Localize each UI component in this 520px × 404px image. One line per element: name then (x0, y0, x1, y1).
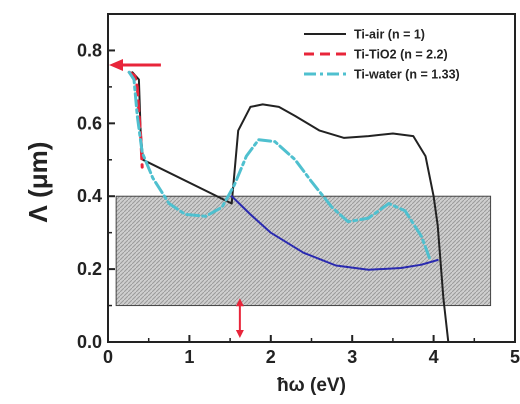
y-tick-label: 0.2 (77, 259, 102, 279)
x-tick-label: 2 (266, 347, 276, 367)
legend: Ti-air (n = 1) Ti-TiO2 (n = 2.2) Ti-water … (304, 28, 460, 82)
legend-label-3: Ti-water (n = 1.33) (354, 68, 460, 82)
annotation-arrow-2 (235, 298, 244, 338)
x-tick-label: 5 (510, 347, 520, 367)
annotation-arrow-1 (109, 59, 161, 72)
x-tick-label: 4 (429, 347, 439, 367)
legend-label-2: Ti-TiO2 (n = 2.2) (354, 48, 448, 62)
y-tick-label: 0.4 (77, 186, 102, 206)
series-line-3 (127, 70, 431, 260)
y-axis-label: Λ (μm) (23, 142, 53, 223)
series-line-4 (230, 195, 439, 271)
series-line-1 (131, 71, 450, 343)
x-tick-label: 3 (347, 347, 357, 367)
x-tick-label: 1 (184, 347, 194, 367)
y-tick-label: 0.6 (77, 113, 102, 133)
x-tick-label: 0 (103, 347, 113, 367)
legend-label-1: Ti-air (n = 1) (354, 28, 425, 42)
shaded-band (115, 195, 492, 307)
x-axis-label: ħω (eV) (277, 375, 346, 396)
y-tick-label: 0.8 (77, 40, 102, 60)
y-tick-label: 0.0 (77, 332, 102, 352)
